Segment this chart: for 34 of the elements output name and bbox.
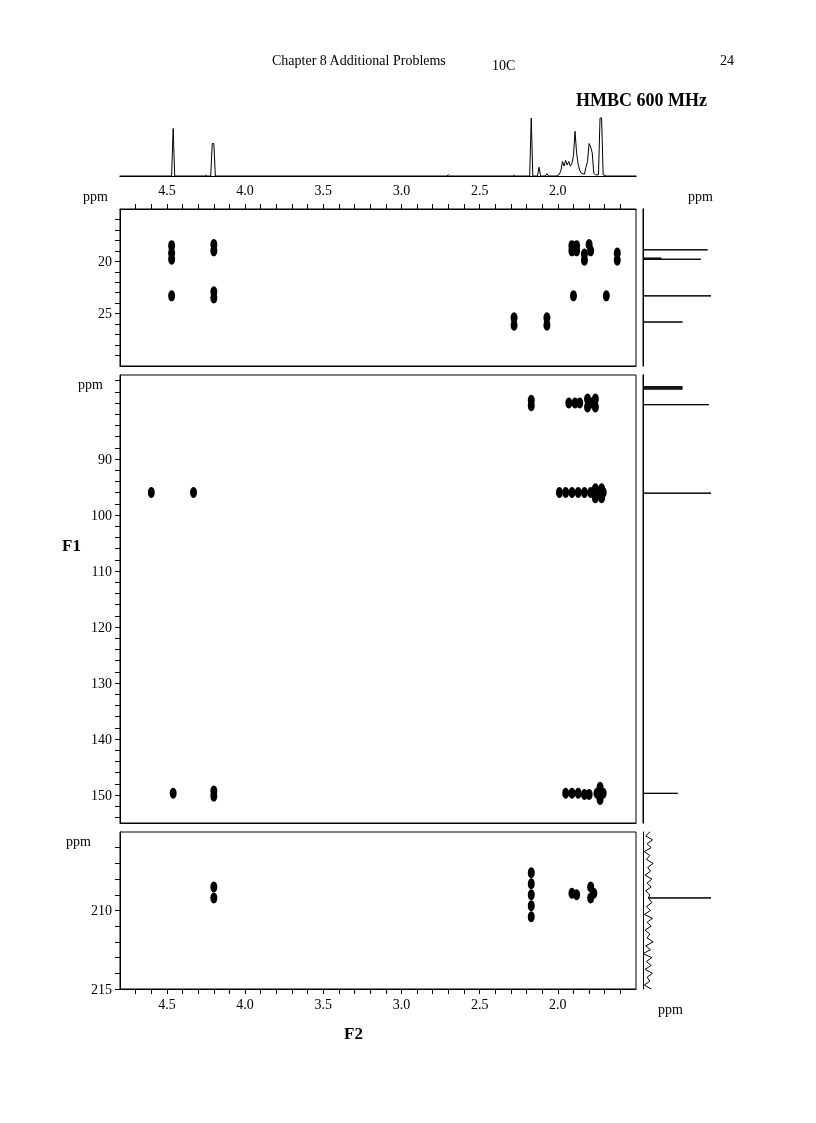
text: 24 [720, 53, 734, 68]
y-tick-label: 20 [98, 253, 112, 269]
text: 10C [492, 58, 516, 73]
text: F2 [344, 1023, 363, 1043]
x-tick-label: 4.5 [158, 996, 176, 1012]
x-axis-title: ppm [658, 1002, 683, 1017]
x2-tick-label: 2.5 [470, 182, 489, 198]
x-tick-label: 4.0 [236, 996, 254, 1012]
y-tick-label: 120 [91, 619, 112, 635]
x-tick-label: 3.0 [392, 996, 411, 1012]
x2-tick-label: 3.5 [314, 182, 333, 198]
chart-title: HMBC 600 MHz [576, 90, 707, 110]
x-tick-label: 2.5 [470, 996, 489, 1012]
y-axis-title: ppm [83, 189, 108, 204]
x2-tick-label: 3.0 [392, 182, 411, 198]
y-tick-label: 100 [91, 507, 112, 523]
y-tick-label: 90 [98, 451, 112, 467]
y-axis-title: ppm [66, 834, 91, 849]
y-tick-label: 140 [91, 731, 112, 747]
x2-tick-label: 2.0 [549, 182, 567, 198]
x2-tick-label: 4.0 [236, 182, 254, 198]
y-axis-title: ppm [78, 377, 103, 392]
x2-axis-title: ppm [688, 189, 713, 204]
y-tick-label: 25 [98, 306, 112, 322]
x2-tick-label: 4.5 [158, 182, 176, 198]
text: Chapter 8 Additional Problems [272, 53, 446, 68]
x-tick-label: 3.5 [314, 996, 333, 1012]
y-tick-label: 110 [91, 563, 112, 579]
y-tick-label: 210 [91, 903, 112, 918]
x-tick-label: 2.0 [549, 996, 567, 1012]
text: F1 [62, 535, 81, 555]
y-tick-label: 215 [91, 981, 112, 997]
y-tick-label: 130 [91, 675, 112, 691]
y-tick-label: 150 [91, 787, 112, 803]
